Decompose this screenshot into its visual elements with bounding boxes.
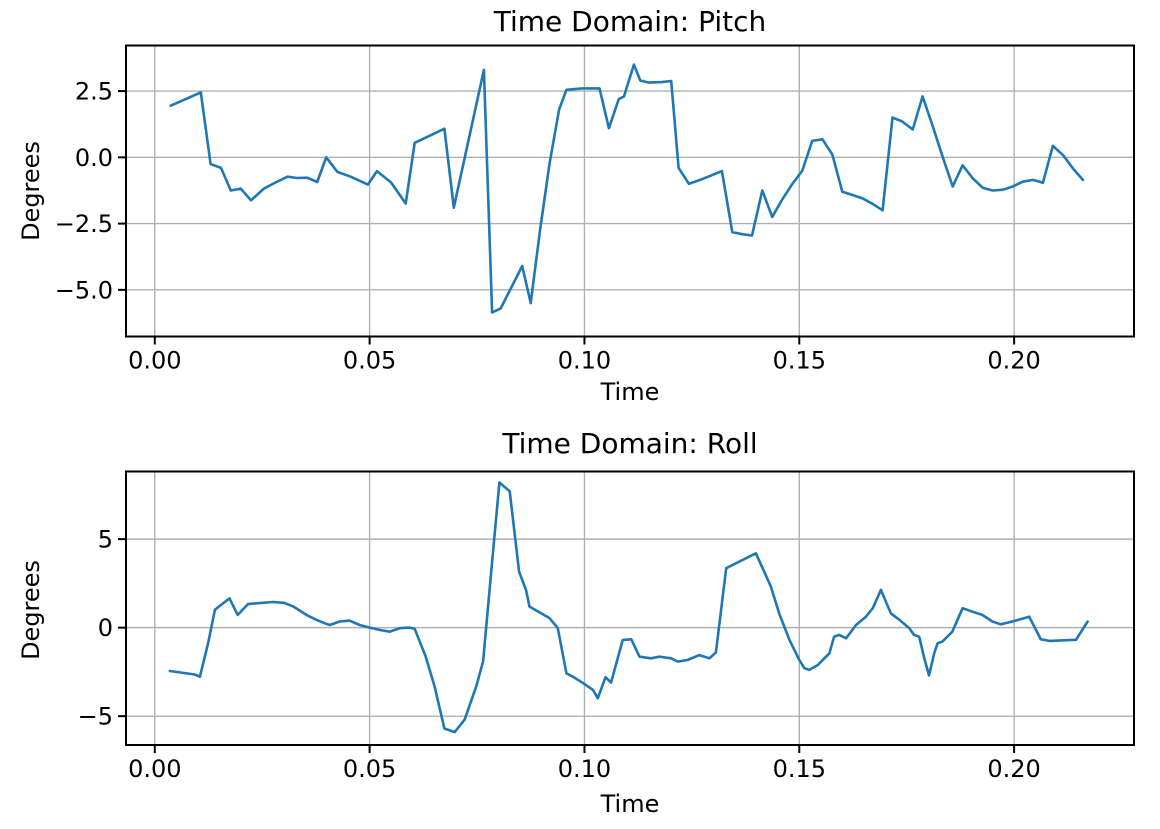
pitch-x-tick-label: 0.05 — [343, 347, 396, 375]
pitch-y-tick-label: −2.5 — [55, 210, 113, 238]
roll-x-axis-label: Time — [600, 790, 660, 818]
roll-x-tick-label: 0.10 — [558, 755, 611, 783]
pitch-y-axis-label: Degrees — [17, 141, 45, 241]
pitch-x-tick-label: 0.20 — [987, 347, 1040, 375]
pitch-x-tick-label: 0.10 — [558, 347, 611, 375]
roll-x-tick-label: 0.15 — [773, 755, 826, 783]
roll-y-tick-label: 5 — [98, 526, 113, 554]
pitch-series-line — [169, 63, 1085, 314]
roll-y-tick-label: −5 — [78, 703, 113, 731]
roll-axes-frame — [125, 470, 1135, 746]
pitch-plot-area: 0.00 0.05 0.10 0.15 0.20 2.5 0.0 −2.5 −5.0 — [55, 44, 1135, 375]
roll-plot-area: 0.00 0.05 0.10 0.15 0.20 5 0 −5 — [78, 470, 1135, 783]
roll-chart-title: Time Domain: Roll — [502, 427, 758, 460]
roll-series-line — [168, 481, 1089, 734]
roll-x-tick-label: 0.05 — [343, 755, 396, 783]
roll-y-axis-label: Degrees — [17, 560, 45, 660]
roll-y-tick-label: 0 — [98, 614, 113, 642]
pitch-axes-frame — [125, 44, 1135, 338]
pitch-x-axis-label: Time — [600, 378, 660, 406]
pitch-y-tick-label: −5.0 — [55, 276, 113, 304]
roll-x-tick-label: 0.20 — [987, 755, 1040, 783]
pitch-x-tick-label: 0.15 — [773, 347, 826, 375]
pitch-x-tick-label: 0.00 — [128, 347, 181, 375]
pitch-chart-title: Time Domain: Pitch — [493, 5, 767, 38]
pitch-y-tick-label: 2.5 — [75, 78, 113, 106]
roll-x-tick-label: 0.00 — [128, 755, 181, 783]
pitch-y-tick-label: 0.0 — [75, 144, 113, 172]
